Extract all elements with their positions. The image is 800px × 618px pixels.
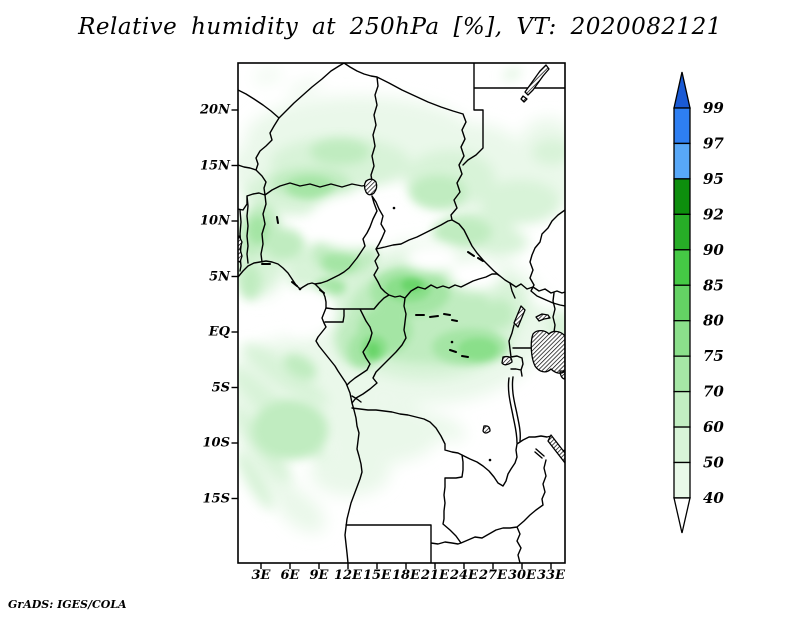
colorbar-arrow <box>673 497 691 534</box>
colorbar-tick-label: 80 <box>703 312 724 330</box>
lat-tick-label: EQ <box>208 324 230 340</box>
lake-edward <box>501 355 513 366</box>
lake-nasser <box>520 64 550 103</box>
colorbar-tick-label: 70 <box>703 383 724 401</box>
lat-tick-label: 15N <box>200 158 230 173</box>
lon-tick-label: 18E <box>392 568 420 583</box>
humidity-shading-layer <box>238 68 565 533</box>
colorbar-tick-label: 60 <box>703 418 724 436</box>
water-dots <box>298 206 492 462</box>
colorbar-segment <box>673 107 691 145</box>
colorbar-segment <box>673 461 691 499</box>
lake-mweru <box>482 425 491 434</box>
attribution: GrADS: IGES/COLA <box>8 598 127 611</box>
colorbar-segment <box>673 426 691 464</box>
lat-tick-label: 15S <box>202 491 230 506</box>
lat-tick-label: 10N <box>200 213 230 229</box>
country-borders-south <box>345 407 565 563</box>
lat-tick-label: 20N <box>200 102 230 118</box>
lat-tick-label: 10S <box>202 435 230 451</box>
lon-tick-label: 24E <box>450 568 478 583</box>
lon-tick-label: 12E <box>334 568 362 583</box>
lat-tick-label: 5S <box>211 380 230 395</box>
lake-kyoga <box>535 313 551 322</box>
river-marks <box>261 216 484 358</box>
lake-victoria <box>530 329 565 380</box>
colorbar-tick-label: 75 <box>703 347 724 365</box>
colorbar-tick-label: 95 <box>703 170 724 188</box>
lon-tick-label: 27E <box>479 568 507 583</box>
lakes <box>238 64 565 464</box>
lon-tick-label: 15E <box>363 568 391 583</box>
colorbar-segment <box>673 355 691 393</box>
colorbar-tick-label: 99 <box>703 99 724 117</box>
lon-tick-label: 33E <box>537 568 565 583</box>
country-borders-central <box>314 195 565 404</box>
colorbar-segment <box>673 213 691 251</box>
lon-tick-label: 6E <box>280 568 300 583</box>
colorbar-tick-label: 50 <box>703 454 724 472</box>
colorbar-segment <box>673 178 691 216</box>
colorbar-segment <box>673 249 691 286</box>
country-borders-east <box>507 282 565 459</box>
lake-malawi <box>547 434 565 464</box>
colorbar-tick-label: 85 <box>703 276 724 294</box>
lon-tick-label: 21E <box>421 568 449 583</box>
colorbar-tick-label: 97 <box>703 134 724 152</box>
colorbar-segment <box>673 320 691 357</box>
colorbar-segment <box>673 142 691 180</box>
lon-tick-label: 9E <box>309 568 329 583</box>
lon-tick-label: 30E <box>508 568 536 583</box>
colorbar-tick-label: 40 <box>703 489 724 507</box>
colorbar-segment <box>673 390 691 428</box>
colorbar: 99 97 95 92 90 85 80 75 70 60 50 40 <box>673 71 724 534</box>
plot-title: Relative humidity at 250hPa [%], VT: 202… <box>78 14 722 40</box>
lon-tick-label: 3E <box>251 568 271 583</box>
lake-volta <box>238 235 243 263</box>
lake-tanganyika-shore <box>513 305 526 328</box>
colorbar-tick-label: 92 <box>703 205 724 223</box>
map-frame <box>237 62 566 564</box>
colorbar-tick-label: 90 <box>703 241 724 259</box>
coastline <box>238 260 363 563</box>
lake-chad <box>363 178 378 196</box>
colorbar-arrow <box>673 71 691 109</box>
axis-ticks <box>231 109 552 569</box>
colorbar-segment <box>673 284 691 322</box>
lat-tick-label: 5N <box>209 269 230 284</box>
